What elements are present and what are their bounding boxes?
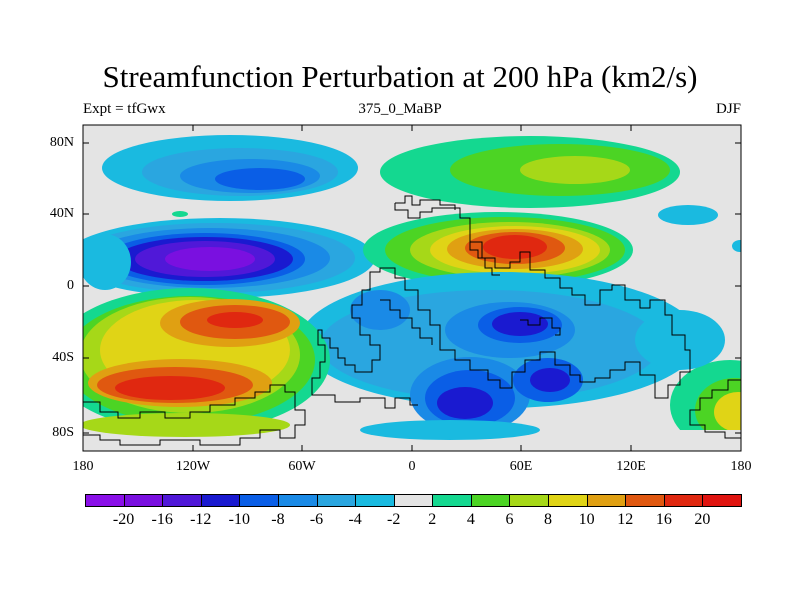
lon-label-120e: 120E <box>616 459 646 474</box>
lat-label-0: 0 <box>67 278 74 293</box>
lon-label-120w: 120W <box>175 459 211 474</box>
coastline-africa <box>311 203 691 409</box>
lon-label-180w: 180 <box>72 459 94 474</box>
coastline-south-east <box>689 379 741 439</box>
colorbar-box-6 <box>316 494 357 507</box>
colorbar-label: -8 <box>271 511 285 528</box>
coastline-south-west <box>83 384 306 446</box>
colorbar-label: 10 <box>578 511 595 528</box>
cell-subtropical-negative <box>83 218 375 298</box>
colorbar-box-8 <box>393 494 434 507</box>
colorbar-box-9 <box>432 494 472 507</box>
colorbar-label: 4 <box>466 511 475 528</box>
colorbar-label: -16 <box>151 511 173 528</box>
colorbar-box-14 <box>625 494 665 507</box>
lat-label-40n: 40N <box>49 206 74 221</box>
cell-north-pacific-negative <box>102 135 358 201</box>
plot-title: Streamfunction Perturbation at 200 hPa (… <box>102 59 698 94</box>
colorbar-box-4 <box>239 494 279 507</box>
colorbar-label: -20 <box>112 511 135 528</box>
colorbar-label: 6 <box>505 511 514 528</box>
colorbar-box-16 <box>702 494 742 507</box>
cell-subtropical-positive <box>363 212 633 288</box>
colorbar-label: 8 <box>544 511 553 528</box>
colorbar-box-3 <box>200 494 241 507</box>
colorbar-label: 16 <box>655 511 672 528</box>
contour-fill-layer <box>83 125 741 451</box>
cell-north-eurasia-positive <box>380 136 680 208</box>
lat-label-80s: 80S <box>52 425 74 440</box>
cell-south-pacific-positive <box>83 288 330 432</box>
lon-label-60e: 60E <box>509 459 533 474</box>
colorbar-label: 20 <box>694 511 711 528</box>
coastline-interior-c <box>380 299 433 345</box>
colorbar <box>85 494 742 509</box>
colorbar-box-11 <box>509 494 550 507</box>
season-label: DJF <box>715 101 741 117</box>
colorbar-label: -6 <box>309 511 324 528</box>
colorbar-box-1 <box>123 494 164 507</box>
colorbar-box-7 <box>355 494 395 507</box>
lon-label-60w: 60W <box>288 459 316 474</box>
colorbar-box-5 <box>277 494 318 507</box>
colorbar-label: -10 <box>228 511 250 528</box>
cell-south-east-positive <box>670 360 741 450</box>
colorbar-box-10 <box>470 494 511 507</box>
lon-label-0: 0 <box>408 459 416 474</box>
colorbar-box-12 <box>548 494 588 507</box>
colorbar-box-15 <box>663 494 704 507</box>
case-label: 375_0_MaBP <box>358 101 442 117</box>
coastline-layer <box>83 195 741 446</box>
colorbar-box-2 <box>162 494 202 507</box>
colorbar-box-0 <box>85 494 125 507</box>
lat-label-40s: 40S <box>52 350 74 365</box>
colorbar-box-13 <box>586 494 627 507</box>
colorbar-label: 12 <box>617 511 634 528</box>
colorbar-label: -12 <box>190 511 212 528</box>
coastline-interior-b <box>520 317 561 336</box>
experiment-label: Expt = tfGwx <box>83 101 166 117</box>
coastline-north-landmass <box>395 195 456 210</box>
lat-label-80n: 80N <box>49 135 74 150</box>
colorbar-label: 2 <box>428 511 437 528</box>
coastline-interior-a <box>469 242 500 276</box>
colorbar-label: -4 <box>348 511 362 528</box>
lon-label-180e: 180 <box>730 459 752 474</box>
colorbar-label: -2 <box>387 511 401 528</box>
axis-ticks <box>83 125 741 451</box>
